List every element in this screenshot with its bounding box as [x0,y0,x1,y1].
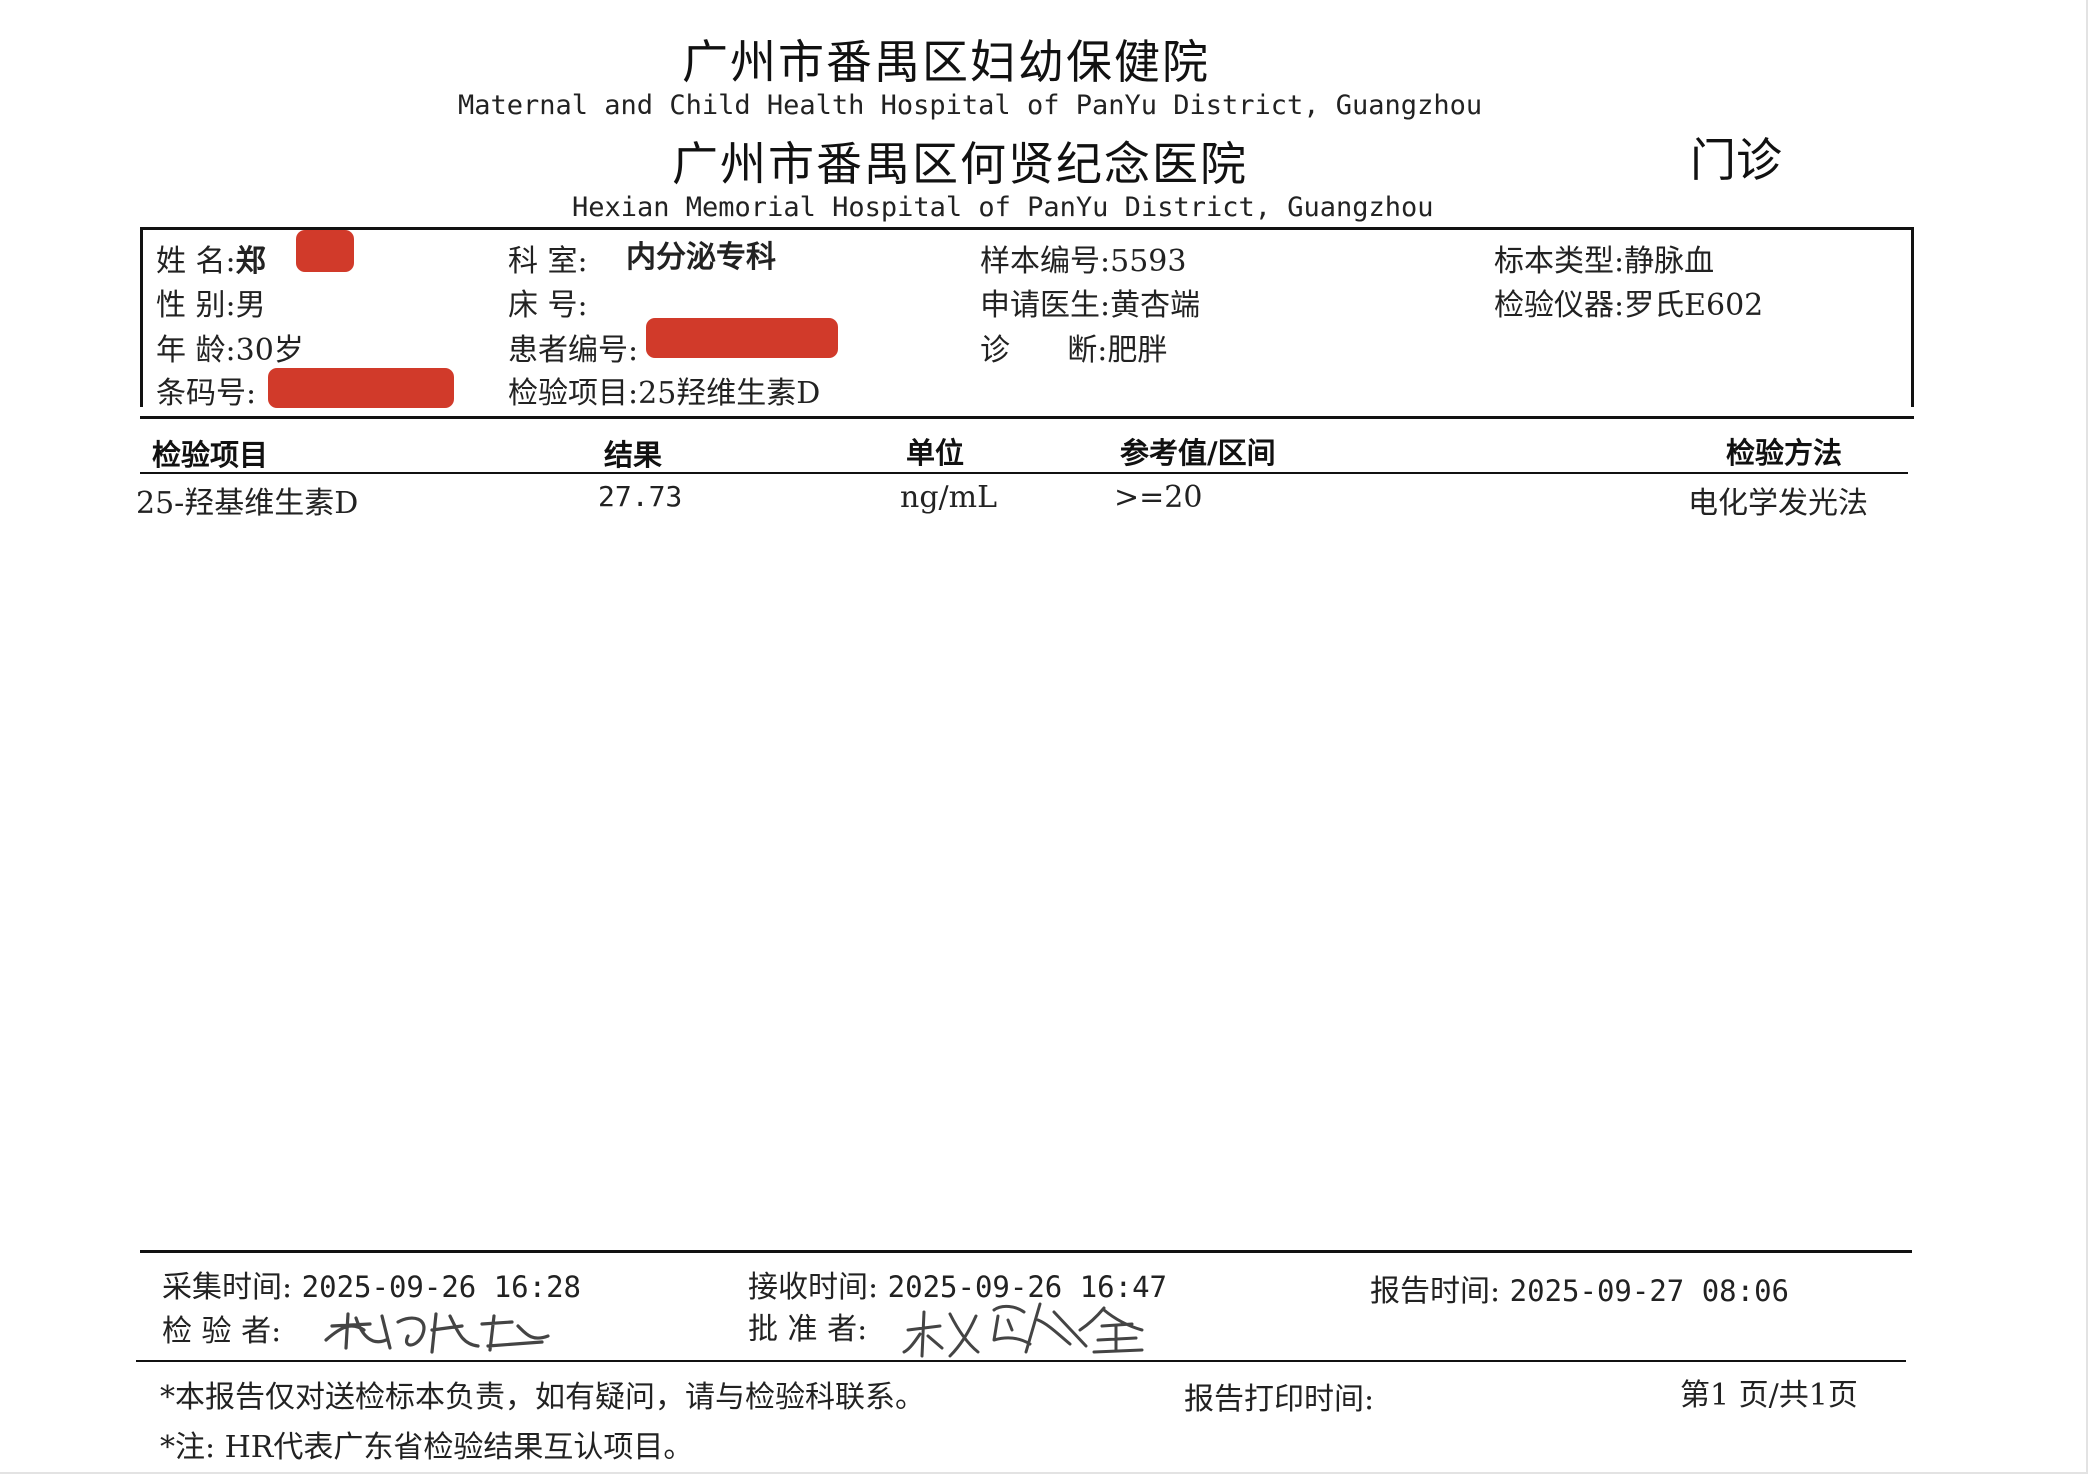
department-field: 科 室: [508,236,588,280]
approver-signature [898,1290,1158,1364]
col-header-reference: 参考值/区间 [1120,436,1276,470]
table-row-unit: ng/mL [900,480,998,515]
report-time-value: 2025-09-27 08:06 [1509,1274,1790,1308]
table-row-item: 25-羟基维生素D [136,486,359,521]
footer-bottom-rule [136,1360,1906,1362]
gender-label: 性 别: [156,288,236,323]
sample-no-label: 样本编号: [980,244,1111,279]
table-header-rule [140,472,1908,474]
receive-time-field: 接收时间: 2025-09-26 16:47 [748,1262,1167,1306]
test-item-label: 检验项目: [508,376,639,411]
age-value: 30岁 [235,333,304,368]
col-header-method: 检验方法 [1726,436,1843,470]
approver-label: 批 准 者: [748,1312,868,1347]
instrument-value: 罗氏E602 [1624,288,1764,323]
bed-field: 床 号: [508,280,588,324]
department-value-wrap: 内分泌专科 [626,232,776,276]
age-field: 年 龄:30岁 [156,325,304,369]
barcode-field: 条码号: [156,368,256,412]
name-label: 姓 名: [156,244,236,279]
diagnosis-value: 肥胖 [1107,333,1168,368]
hospital-name-en-primary: Maternal and Child Health Hospital of Pa… [458,90,1483,121]
age-label: 年 龄: [156,333,236,368]
department-value: 内分泌专科 [626,240,776,275]
instrument-label: 检验仪器: [1494,288,1625,323]
test-item-field: 检验项目:25羟维生素D [508,368,820,412]
barcode-label: 条码号: [156,376,257,411]
table-row-method: 电化学发光法 [1688,486,1868,521]
collect-time-label: 采集时间: [162,1270,293,1305]
diagnosis-label: 诊 断: [980,333,1108,368]
clinic-type-label: 门诊 [1690,133,1782,187]
tester-label: 检 验 者: [162,1314,282,1349]
table-top-rule [140,416,1914,419]
sample-type-field: 标本类型:静脉血 [1494,236,1714,280]
hospital-name-cn-primary: 广州市番禺区妇幼保健院 [682,35,1210,89]
patient-id-field: 患者编号: [508,325,638,369]
sample-no-value: 5593 [1110,244,1187,279]
disclaimer-text: *本报告仅对送检标本负责，如有疑问，请与检验科联系。 [160,1380,925,1415]
approver-field: 批 准 者: [748,1304,867,1348]
collect-time-value: 2025-09-26 16:28 [301,1270,582,1304]
gender-field: 性 别:男 [156,280,266,324]
redaction-barcode [268,368,454,408]
collect-time-field: 采集时间: 2025-09-26 16:28 [162,1262,581,1306]
table-row-reference: >=20 [1114,480,1203,515]
receive-time-value: 2025-09-26 16:47 [887,1270,1168,1304]
sample-no-field: 样本编号:5593 [980,236,1186,280]
receive-time-label: 接收时间: [748,1270,879,1305]
patient-info-box [140,227,1914,407]
col-header-unit: 单位 [906,436,965,470]
page-info: 第1 页/共1页 [1680,1378,1858,1413]
test-item-value: 25羟维生素D [638,376,821,411]
hospital-name-en-secondary: Hexian Memorial Hospital of PanYu Distri… [572,192,1434,223]
col-header-item: 检验项目 [152,438,269,472]
tester-field: 检 验 者: [162,1306,281,1350]
bed-label: 床 号: [508,288,588,323]
department-label: 科 室: [508,244,588,279]
tester-signature [312,1296,572,1360]
name-value: 郑 [235,244,266,279]
sample-type-label: 标本类型: [1494,244,1625,279]
hr-note: *注: HR代表广东省检验结果互认项目。 [160,1430,694,1465]
doctor-label: 申请医生: [980,288,1111,323]
print-time-label: 报告打印时间: [1184,1382,1375,1417]
sample-type-value: 静脉血 [1624,244,1715,279]
diagnosis-field: 诊 断:肥胖 [980,325,1167,369]
footer-top-rule [140,1250,1912,1253]
report-time-field: 报告时间: 2025-09-27 08:06 [1370,1266,1789,1310]
gender-value: 男 [235,288,266,323]
name-field: 姓 名:郑 [156,236,266,280]
redaction-name [296,230,354,272]
table-row-result: 27.73 [598,480,683,513]
patient-id-label: 患者编号: [508,333,639,368]
report-time-label: 报告时间: [1370,1274,1501,1309]
doctor-value: 黄杏端 [1110,288,1201,323]
instrument-field: 检验仪器:罗氏E602 [1494,280,1763,324]
col-header-result: 结果 [604,438,663,472]
doctor-field: 申请医生:黄杏端 [980,280,1200,324]
redaction-patient-id [646,318,838,358]
hospital-name-cn-secondary: 广州市番禺区何贤纪念医院 [672,137,1248,191]
